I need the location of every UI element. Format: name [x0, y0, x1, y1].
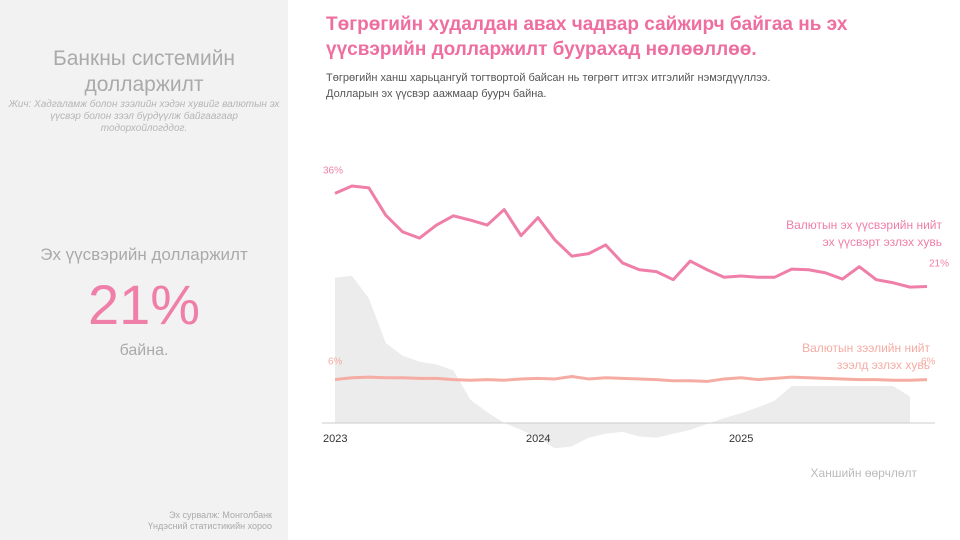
sidebar-note: Жич: Хадгаламж болон зээлийн хэдэн хувий… — [8, 99, 280, 134]
kpi-value: 21% — [87, 273, 201, 336]
sidebar-title: Банкны системийн долларжилт — [52, 47, 236, 96]
chart-title: Төгрөгийн худалдан авах чадвар сайжирч б… — [326, 14, 848, 60]
x-tick-label: 2025 — [729, 433, 753, 445]
data-label: 21% — [929, 259, 949, 270]
series-label: Валютын зээлийн нийт зээлд эзлэх хувь — [802, 340, 930, 372]
kpi-label: Эх үүсвэрийн долларжилт — [40, 245, 248, 264]
x-tick-label: 2023 — [323, 433, 347, 445]
line — [334, 374, 928, 383]
series-label: Ханшийн өөрчлөлт — [810, 466, 917, 480]
chart-subtitle: Долларын эх үүсвэр аажмаар буурч байна. — [326, 88, 547, 100]
data-label: 36% — [323, 165, 343, 176]
area — [335, 275, 911, 449]
x-tick-label: 2024 — [526, 433, 550, 445]
series-label: Валютын эх үүсвэрийн нийт эх үүсвэрт эзл… — [786, 217, 942, 249]
source: Үндэсний статистикийн хороо — [148, 521, 272, 531]
line — [334, 184, 928, 289]
kpi-suffix: байна. — [119, 342, 169, 359]
data-label: 6% — [328, 357, 343, 368]
chart-subtitle: Төгрөгийн ханш харьцангуй тогтвортой бай… — [326, 72, 771, 84]
sidebar: Банкны системийн долларжилт Жич: Хадгала… — [0, 0, 288, 540]
data-label: 6% — [921, 357, 936, 368]
source: Эх сурвалж: Монголбанк — [169, 510, 272, 520]
